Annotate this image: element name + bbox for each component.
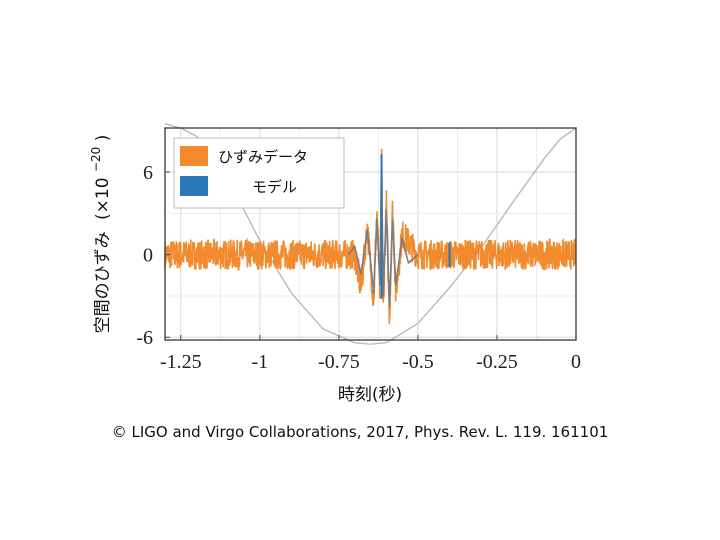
y-axis-title-exponent: −20 bbox=[89, 147, 103, 172]
y-axis-title: 空間のひずみ (×10 −20 ) bbox=[85, 135, 113, 334]
strain-data-line bbox=[164, 148, 577, 324]
y-tick-label: 0 bbox=[143, 245, 153, 267]
x-tick-label: -0.5 bbox=[402, 351, 434, 373]
x-tick-label: -1 bbox=[252, 351, 269, 373]
plot-frame bbox=[164, 127, 577, 341]
legend-swatch-model bbox=[180, 176, 208, 196]
x-tick-label: -0.75 bbox=[318, 351, 360, 373]
legend-swatch-strain-data bbox=[180, 146, 208, 166]
legend-label-model: モデル bbox=[252, 178, 297, 196]
x-axis-title: 時刻(秒) bbox=[338, 385, 402, 405]
legend-label-strain-data: ひずみデータ bbox=[218, 148, 308, 166]
y-axis-title-main: 空間のひずみ bbox=[93, 231, 113, 333]
y-tick-label: -6 bbox=[136, 327, 153, 349]
legend: ひずみデータ モデル bbox=[173, 137, 345, 209]
x-tick-label: -0.25 bbox=[476, 351, 518, 373]
x-axis-ticks: -1.25 -1 -0.75 -0.5 -0.25 0 bbox=[160, 335, 581, 373]
svg-text:空間のひずみ (×10 −20: 空間のひずみ (×10 −20 ) bbox=[85, 135, 113, 334]
x-tick-label: 0 bbox=[571, 351, 581, 373]
x-tick-label: -1.25 bbox=[160, 351, 202, 373]
strain-data-series bbox=[164, 148, 577, 324]
credit-line: © LIGO and Virgo Collaborations, 2017, P… bbox=[111, 423, 609, 441]
y-axis-ticks: -6 0 6 bbox=[136, 162, 170, 349]
y-axis-title-close: ) bbox=[93, 135, 113, 142]
y-tick-label: 6 bbox=[143, 162, 153, 184]
model-series bbox=[347, 154, 451, 308]
strain-chart: -1.25 -1 -0.75 -0.5 -0.25 0 -6 0 6 ひずみデータ モデル 時… bbox=[85, 123, 581, 405]
y-axis-title-scale: (×10 bbox=[93, 177, 113, 220]
